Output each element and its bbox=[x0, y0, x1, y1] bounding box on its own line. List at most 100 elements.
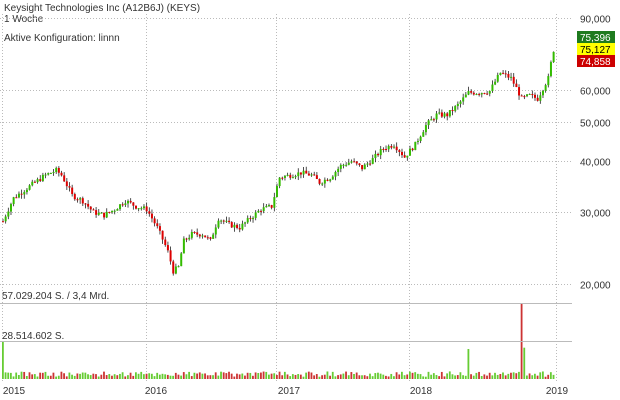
candle-up bbox=[329, 179, 332, 181]
candle-down bbox=[228, 220, 231, 223]
candle-down bbox=[60, 172, 63, 176]
volume-bar bbox=[283, 371, 286, 379]
volume-bar bbox=[472, 375, 475, 379]
price-tag-last: 75,127 bbox=[577, 43, 615, 56]
candle-up bbox=[438, 112, 441, 114]
volume-bar bbox=[265, 371, 268, 379]
candle-down bbox=[451, 110, 454, 112]
volume-bar bbox=[23, 371, 26, 379]
volume-bar bbox=[196, 373, 198, 379]
candle-down bbox=[236, 224, 239, 228]
volume-bar bbox=[33, 374, 36, 379]
candle-down bbox=[504, 73, 507, 75]
candle-up bbox=[140, 208, 143, 210]
volume-bar bbox=[526, 375, 528, 379]
volume-bar bbox=[310, 372, 313, 379]
volume-bar bbox=[507, 373, 510, 379]
candle-down bbox=[486, 93, 489, 95]
chart-config: Aktive Konfiguration: linnn bbox=[4, 33, 120, 44]
candle-down bbox=[520, 95, 523, 97]
candle-down bbox=[518, 87, 521, 96]
volume-bar bbox=[494, 372, 496, 379]
candle-up bbox=[4, 216, 7, 222]
candle-up bbox=[190, 232, 193, 238]
volume-bar bbox=[435, 374, 438, 379]
volume-bar bbox=[169, 375, 172, 379]
candle-up bbox=[475, 93, 478, 95]
volume-bar bbox=[238, 374, 241, 379]
candle-up bbox=[467, 91, 470, 95]
volume-bar bbox=[299, 374, 302, 379]
volume-bar bbox=[103, 371, 105, 379]
candle-down bbox=[398, 150, 401, 152]
volume-bar bbox=[464, 375, 467, 379]
volume-bar bbox=[63, 373, 65, 379]
volume-bar bbox=[180, 375, 183, 379]
candle-down bbox=[536, 97, 539, 101]
candle-up bbox=[480, 93, 483, 95]
volume-bar bbox=[358, 375, 361, 379]
volume-bar bbox=[480, 375, 483, 379]
volume-bar bbox=[60, 371, 63, 379]
volume-bar bbox=[406, 374, 409, 379]
volume-bar bbox=[9, 372, 12, 379]
candle-down bbox=[318, 178, 321, 184]
candle-down bbox=[89, 206, 92, 210]
volume-bar bbox=[254, 372, 257, 379]
volume-bar bbox=[379, 373, 382, 379]
candle-up bbox=[47, 173, 50, 175]
candle-up bbox=[416, 140, 419, 142]
candle-down bbox=[172, 261, 175, 274]
volume-bar bbox=[411, 372, 414, 379]
volume-bar bbox=[398, 374, 401, 379]
price-tag-low: 74,858 bbox=[577, 55, 615, 68]
candle-up bbox=[363, 164, 366, 170]
candle-down bbox=[135, 205, 137, 209]
y-tick-label: 40,000 bbox=[580, 158, 611, 169]
volume-bar bbox=[446, 373, 449, 379]
volume-bar bbox=[129, 372, 132, 379]
candle-up bbox=[25, 189, 28, 193]
candle-down bbox=[515, 83, 518, 88]
candle-down bbox=[198, 234, 201, 237]
candle-down bbox=[249, 218, 252, 220]
volume-bar bbox=[4, 372, 7, 379]
candle-down bbox=[411, 148, 414, 151]
candle-down bbox=[185, 238, 188, 240]
volume-bar bbox=[294, 374, 297, 379]
candle-up bbox=[244, 222, 247, 224]
volume-bar bbox=[323, 374, 326, 379]
volume-bar bbox=[156, 372, 159, 379]
time-axis: 2015 2016 2017 2018 2019 bbox=[3, 386, 569, 397]
candle-down bbox=[169, 250, 172, 262]
volume-bar bbox=[100, 374, 103, 379]
volume-bar bbox=[515, 373, 518, 379]
candle-down bbox=[158, 226, 161, 231]
candle-down bbox=[507, 73, 510, 78]
candle-down bbox=[87, 203, 90, 207]
candle-up bbox=[371, 158, 374, 164]
volume-bar bbox=[268, 374, 270, 379]
candle-down bbox=[108, 211, 111, 213]
candle-up bbox=[302, 170, 305, 175]
volume-bar bbox=[291, 374, 294, 379]
volume-bar bbox=[307, 371, 310, 379]
volume-bar bbox=[395, 372, 398, 379]
candle-down bbox=[84, 203, 87, 205]
volume-bar bbox=[321, 375, 323, 379]
candle-up bbox=[7, 211, 10, 217]
volume-bar bbox=[177, 374, 180, 379]
candle-down bbox=[103, 212, 106, 218]
candle-down bbox=[440, 112, 443, 117]
candle-up bbox=[448, 110, 451, 117]
volume-bar bbox=[132, 375, 135, 379]
candle-up bbox=[291, 177, 294, 179]
volume-bar bbox=[387, 376, 390, 379]
volume-bar bbox=[121, 372, 124, 379]
price-tag-low-value: 74,858 bbox=[580, 57, 611, 68]
price-tag-high-bg bbox=[577, 31, 615, 43]
candle-up bbox=[52, 172, 55, 174]
volume-bar bbox=[174, 372, 177, 379]
volume-bar bbox=[504, 375, 507, 379]
candle-down bbox=[81, 198, 84, 204]
